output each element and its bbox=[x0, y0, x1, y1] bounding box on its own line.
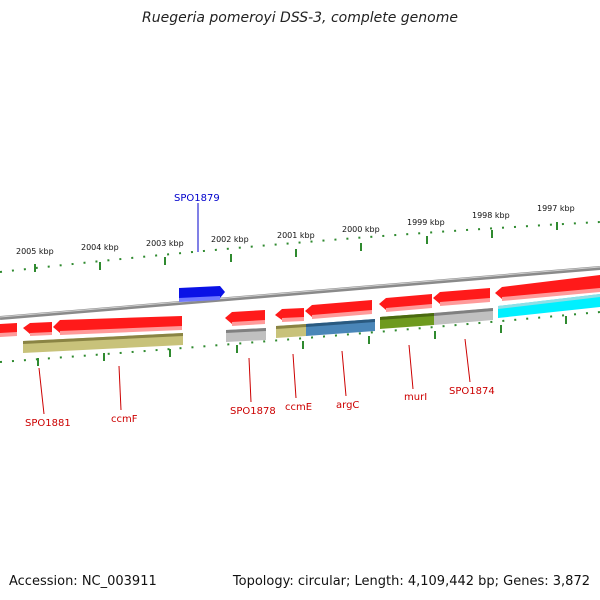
label-leaders bbox=[38, 203, 471, 415]
feature-block-grey[interactable] bbox=[226, 328, 266, 342]
gene-labels: SPO1879 SPO1881 ccmF SPO1878 ccmE argC m… bbox=[25, 193, 495, 429]
feature-block-olive[interactable] bbox=[23, 333, 183, 353]
kbp-label: 2003 kbp bbox=[146, 239, 184, 248]
map-title: Ruegeria pomeroyi DSS-3, complete genome bbox=[142, 10, 458, 26]
genome-backbone-highlight bbox=[0, 266, 600, 318]
kbp-label: 2004 kbp bbox=[81, 243, 119, 252]
gene-arrow[interactable] bbox=[0, 323, 17, 337]
gene-label-muri[interactable]: murI bbox=[404, 392, 427, 403]
genome-backbone bbox=[0, 266, 600, 320]
kbp-label: 2001 kbp bbox=[277, 231, 315, 240]
gene-label-spo1881[interactable]: SPO1881 bbox=[25, 418, 71, 429]
accession-text: Accession: NC_003911 bbox=[9, 574, 157, 589]
upper-ruler-major-ticks bbox=[34, 222, 558, 272]
gene-arrow[interactable] bbox=[53, 316, 182, 335]
gene-label-ccmf[interactable]: ccmF bbox=[111, 414, 138, 425]
gene-arrow[interactable] bbox=[495, 275, 600, 301]
gene-label-spo1879[interactable]: SPO1879 bbox=[174, 193, 220, 204]
gene-arrow[interactable] bbox=[433, 288, 490, 306]
gene-arrow[interactable] bbox=[275, 308, 304, 322]
reverse-strand-genes bbox=[0, 275, 600, 337]
lower-ruler-major-ticks bbox=[37, 316, 567, 366]
kbp-label: 2005 kbp bbox=[16, 247, 54, 256]
gene-arrow[interactable] bbox=[305, 300, 372, 319]
gene-label-spo1878[interactable]: SPO1878 bbox=[230, 406, 276, 417]
feature-block-olive[interactable] bbox=[276, 324, 306, 338]
kbp-label: 1999 kbp bbox=[407, 218, 445, 227]
genome-summary-text: Topology: circular; Length: 4,109,442 bp… bbox=[232, 574, 590, 589]
feature-block-cyan[interactable] bbox=[498, 294, 600, 318]
gene-spo1879[interactable] bbox=[179, 286, 225, 302]
feature-block-grey[interactable] bbox=[434, 308, 493, 325]
gene-label-spo1874[interactable]: SPO1874 bbox=[449, 386, 495, 397]
lower-ruler bbox=[0, 311, 600, 363]
gene-label-argc[interactable]: argC bbox=[336, 400, 359, 411]
gene-arrow[interactable] bbox=[23, 322, 52, 336]
gene-arrow[interactable] bbox=[379, 294, 432, 312]
gene-arrow[interactable] bbox=[225, 310, 265, 326]
gene-label-ccme[interactable]: ccmE bbox=[285, 402, 312, 413]
feature-block-steel[interactable] bbox=[306, 319, 375, 336]
kbp-labels: 2005 kbp 2004 kbp 2003 kbp 2002 kbp 2001… bbox=[16, 204, 575, 256]
kbp-label: 2000 kbp bbox=[342, 225, 380, 234]
feature-blocks bbox=[23, 294, 600, 353]
kbp-label: 1998 kbp bbox=[472, 211, 510, 220]
kbp-label: 2002 kbp bbox=[211, 235, 249, 244]
feature-block-green[interactable] bbox=[380, 313, 434, 329]
kbp-label: 1997 kbp bbox=[537, 204, 575, 213]
upper-ruler bbox=[0, 221, 600, 273]
